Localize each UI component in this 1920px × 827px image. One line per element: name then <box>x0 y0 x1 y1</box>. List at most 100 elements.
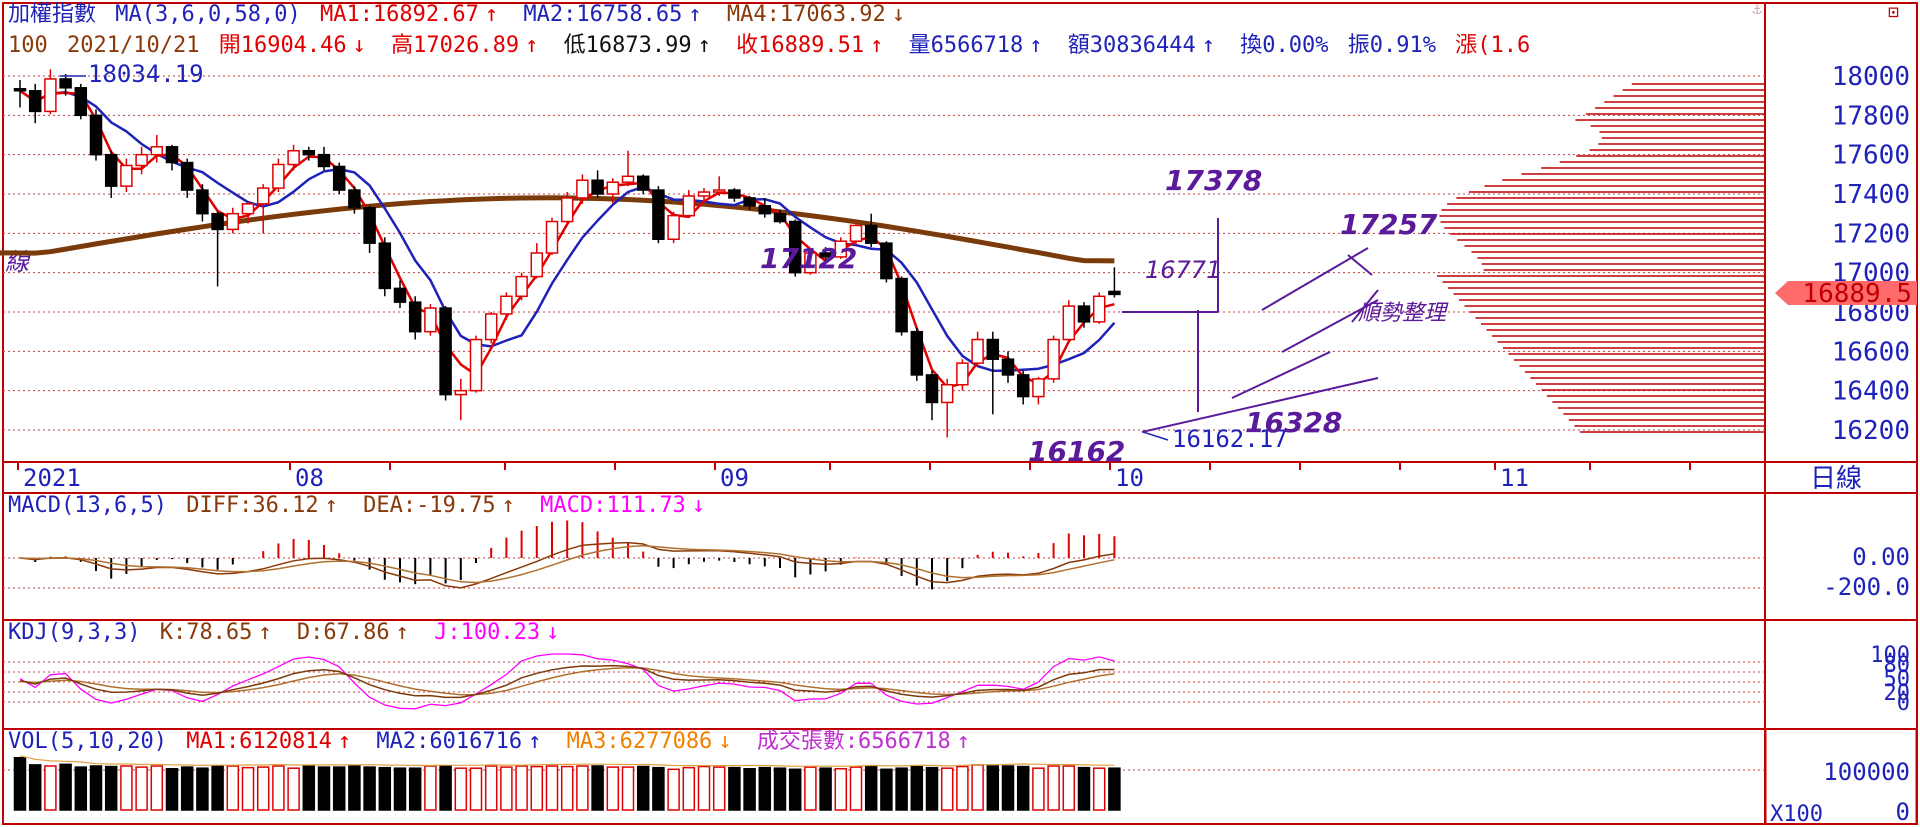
candle-body <box>895 277 908 333</box>
candle-body <box>500 295 513 315</box>
volume-bar <box>880 768 893 811</box>
candle-body <box>378 242 392 290</box>
candle-body <box>515 275 528 298</box>
trendline-annotation <box>1231 351 1331 399</box>
vol-header: VOL(5,10,20) MA1:6120814 ↑ MA2:6016716 ↑ M… <box>8 729 982 755</box>
volume-bar <box>682 766 696 811</box>
volume-bar <box>956 765 969 811</box>
candle-body <box>728 189 741 199</box>
volume-bar <box>606 766 620 811</box>
candle-body <box>211 212 224 231</box>
candle-body <box>849 224 863 242</box>
macd-axis-zero: 0.00 <box>1852 543 1910 571</box>
volume-bar <box>287 767 300 811</box>
volume-bar <box>348 765 361 811</box>
volume-bar <box>621 766 635 811</box>
vol-ma1: MA1:6120814 ↑ <box>186 729 352 754</box>
candle-body <box>484 313 498 341</box>
candle-body <box>940 384 954 404</box>
turnover-value: 換0.00% <box>1240 33 1329 58</box>
high-value: 高17026.89 ↑ <box>391 33 539 58</box>
volume-bar <box>393 767 407 811</box>
volume-value: 量6566718 ↑ <box>908 33 1043 58</box>
index-code: 100 <box>8 33 48 58</box>
vol-ma-line <box>19 755 1115 767</box>
kdj-axis-label: 20 <box>1884 681 1911 706</box>
ma58-line <box>0 195 1115 264</box>
open-value: 開16904.46 ↓ <box>218 33 366 58</box>
candle-body <box>712 189 726 193</box>
annotation-17122: 17122 <box>760 242 857 275</box>
candle-body <box>971 338 984 364</box>
kdj-j: J:100.23 ↓ <box>434 620 560 645</box>
volume-bar <box>530 765 544 811</box>
candle-body <box>606 181 620 195</box>
volume-bar <box>1062 765 1076 811</box>
ma-definition: MA(3,6,0,58,0) <box>115 2 301 27</box>
candle-body <box>74 87 88 117</box>
ma6-line <box>19 89 1116 372</box>
volume-bar <box>712 766 726 811</box>
volume-bar <box>180 766 194 811</box>
volume-bar <box>165 768 179 811</box>
price-badge <box>1775 281 1917 305</box>
price-tick-label: 17400 <box>1832 180 1910 210</box>
volume-bar <box>758 766 772 811</box>
volume-bar <box>332 766 346 811</box>
candle-body <box>104 153 118 187</box>
annotation-17257: 17257 <box>1340 208 1438 241</box>
candle-body <box>317 153 331 168</box>
candle-body <box>120 164 133 187</box>
candle-body <box>13 88 27 92</box>
date-tick-label: 2021 <box>23 464 81 492</box>
low-annotation: 16162.17 <box>1172 425 1288 453</box>
volume-bar <box>150 765 164 811</box>
volume-bar <box>272 765 285 811</box>
candle-body <box>576 179 589 199</box>
annotation-16162: 16162 <box>1028 435 1125 468</box>
kdj-axis-label: 80 <box>1884 653 1911 678</box>
volume-bar <box>545 765 559 811</box>
volume-bar <box>500 766 513 811</box>
low-value: 低16873.99 ↑ <box>563 33 711 58</box>
volume-bar <box>667 768 680 811</box>
volume-bar <box>196 767 209 811</box>
volume-bar <box>256 766 270 811</box>
volume-bar <box>743 768 756 811</box>
ma1-value: MA1:16892.67 ↑ <box>319 2 499 27</box>
candle-body <box>348 189 361 209</box>
volume-bar <box>728 766 741 811</box>
candle-body <box>1092 295 1106 323</box>
volume-bar <box>302 765 316 811</box>
volume-bar <box>89 765 103 811</box>
volume-bar <box>424 765 437 811</box>
volume-bar <box>986 765 1000 811</box>
candle-body <box>956 362 969 386</box>
candle-body <box>59 78 72 89</box>
candle-body <box>986 338 1000 360</box>
close-value: 收16889.51 ↑ <box>736 33 884 58</box>
volume-bar <box>940 767 954 811</box>
volume-bar <box>910 765 924 811</box>
index-name: 加權指數 <box>8 2 97 27</box>
candle-body <box>241 203 255 215</box>
volume-bar <box>1016 765 1030 811</box>
vol-axis-box <box>1765 728 1917 825</box>
amount-value: 額30836444 ↑ <box>1067 33 1216 58</box>
volume-bar <box>120 765 133 811</box>
macd-title: MACD(13,6,5) <box>8 493 167 518</box>
volume-bar <box>454 767 468 811</box>
amplitude-value: 振0.91% <box>1347 33 1436 58</box>
trend-note-annotation: 順勢整理 <box>1358 301 1449 326</box>
price-badge-label: 16889.5 <box>1802 279 1912 309</box>
macd-diff-line <box>19 541 1115 589</box>
candle-body <box>925 374 939 404</box>
candle-body <box>272 163 285 189</box>
volume-bar <box>59 763 72 811</box>
candle-body <box>135 153 148 167</box>
volume-bar <box>378 766 392 811</box>
candle-body <box>1077 305 1091 323</box>
candle-body <box>834 240 848 258</box>
